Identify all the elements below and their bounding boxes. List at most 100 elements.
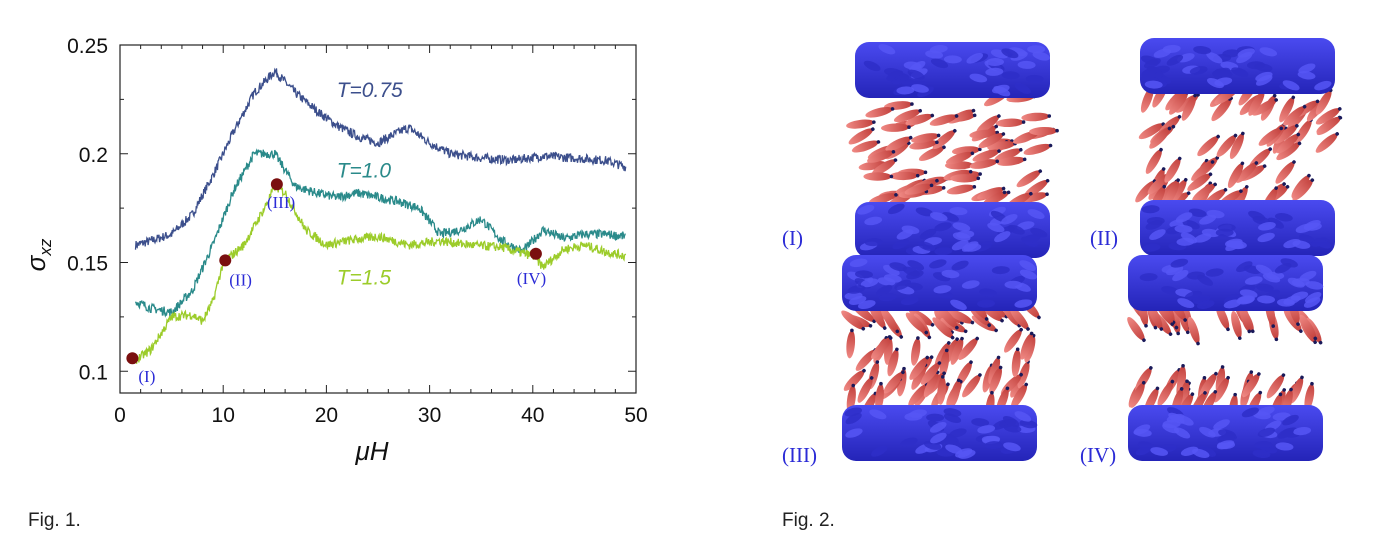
- molecule-body: [947, 309, 973, 324]
- snapshot-label-2: (III): [782, 443, 817, 467]
- wall-particle: [1241, 407, 1259, 418]
- molecule-body: [1010, 384, 1028, 409]
- molecule-body: [1279, 97, 1295, 123]
- molecule-body: [875, 383, 884, 412]
- liquid-crystal-molecule: [1187, 172, 1213, 192]
- liquid-crystal-molecule: [1192, 182, 1217, 202]
- liquid-crystal-molecule: [1227, 161, 1245, 189]
- y-tick-label: 0.25: [67, 35, 108, 58]
- liquid-crystal-molecule: [851, 140, 881, 153]
- liquid-crystal-molecule: [905, 312, 929, 335]
- molecule-body: [1227, 163, 1244, 189]
- liquid-crystal-molecule: [1276, 132, 1301, 154]
- liquid-crystal-molecule: [1216, 133, 1238, 158]
- x-tick-label: 0: [114, 404, 126, 427]
- wall-particle: [1252, 411, 1271, 420]
- wall-particle: [1187, 271, 1205, 280]
- molecule-head: [1313, 340, 1317, 345]
- wall-particle: [1025, 74, 1044, 83]
- wall-particle: [1135, 444, 1153, 456]
- molecule-head: [1291, 95, 1296, 100]
- molecule-head: [978, 147, 982, 152]
- wall-particle: [1007, 224, 1025, 235]
- molecule-head: [1196, 341, 1200, 346]
- molecule-body: [1009, 306, 1029, 330]
- molecule-head: [1019, 327, 1023, 332]
- molecule-body: [1127, 316, 1145, 341]
- molecule-head: [1179, 387, 1184, 391]
- molecule-body: [868, 193, 897, 205]
- wall-particle: [1153, 48, 1172, 58]
- wall-particle: [1298, 234, 1316, 245]
- wall-particle: [971, 418, 990, 427]
- molecule-head: [889, 174, 894, 179]
- molecule-head: [1155, 386, 1160, 391]
- molecule-head: [894, 193, 898, 197]
- molecule-body: [950, 174, 979, 183]
- wall-particle: [941, 212, 959, 222]
- molecule-head: [1029, 331, 1034, 336]
- wall-particle: [876, 284, 893, 296]
- wall-particle: [1314, 238, 1332, 249]
- molecule-body: [889, 171, 918, 181]
- x-tick-label: 20: [315, 404, 338, 427]
- liquid-crystal-molecule: [1170, 178, 1188, 204]
- liquid-crystal-molecule: [1009, 306, 1030, 331]
- molecule-body: [932, 130, 956, 149]
- liquid-crystal-molecule: [1239, 304, 1252, 334]
- figure-1-chart: 0 10 20 30 40 50 0.10.150.20.25 T=0.75T=1.0T=…: [21, 35, 648, 466]
- molecule-head: [935, 140, 939, 145]
- molecule-head: [1237, 336, 1242, 340]
- molecule-head: [937, 361, 942, 365]
- plot-frame: [119, 44, 637, 394]
- figure-2-snapshots: (I) (II) (III) (IV): [782, 38, 1343, 467]
- wall-particle: [845, 413, 862, 425]
- wall-particle: [863, 60, 881, 72]
- molecule-head: [895, 347, 899, 352]
- liquid-crystal-molecule: [1145, 147, 1163, 174]
- liquid-crystal-molecule: [893, 108, 922, 123]
- molecule-head: [1220, 365, 1225, 369]
- molecule-head: [899, 335, 904, 339]
- liquid-crystal-molecule: [846, 119, 876, 129]
- molecule-head: [902, 366, 906, 371]
- molecule-body: [958, 338, 978, 361]
- molecule-head: [930, 323, 935, 327]
- molecule-body: [846, 119, 874, 129]
- molecule-head: [1181, 363, 1185, 368]
- wall-particle: [915, 207, 934, 217]
- liquid-crystal-molecule: [871, 158, 898, 176]
- wall-particle: [1274, 213, 1293, 222]
- wall-particle: [1244, 276, 1263, 285]
- liquid-crystal-molecule: [871, 336, 893, 359]
- wall-particle: [1140, 55, 1159, 65]
- molecule-body: [920, 362, 940, 385]
- liquid-crystal-molecule: [946, 184, 977, 195]
- wall-particle: [1019, 260, 1036, 271]
- molecule-head: [890, 107, 895, 111]
- molecule-head: [1272, 93, 1277, 98]
- molecule-body: [1187, 173, 1211, 192]
- liquid-crystal-molecule: [949, 378, 961, 408]
- molecule-head: [1005, 386, 1010, 391]
- wall-particle: [1141, 67, 1159, 78]
- molecule-head: [952, 128, 957, 133]
- molecule-head: [1271, 324, 1276, 328]
- wall-particle: [1133, 428, 1152, 437]
- y-axis-label-subscript: xz: [36, 238, 55, 257]
- liquid-crystal-molecule: [1187, 316, 1200, 346]
- molecule-head: [978, 373, 982, 377]
- molecule-head: [1048, 143, 1053, 148]
- liquid-crystal-molecule: [1279, 95, 1296, 123]
- wall-particle: [950, 299, 967, 311]
- molecule-head: [1296, 322, 1300, 326]
- wall-particle: [923, 440, 942, 450]
- molecule-body: [1304, 383, 1315, 412]
- y-axis-label: σxz: [21, 238, 55, 271]
- wall-particle: [963, 243, 982, 252]
- molecule-body: [871, 159, 896, 176]
- liquid-crystal-molecule: [932, 317, 955, 340]
- wall-particle: [849, 258, 868, 268]
- molecule-head: [1258, 390, 1263, 395]
- molecule-body: [1149, 128, 1170, 149]
